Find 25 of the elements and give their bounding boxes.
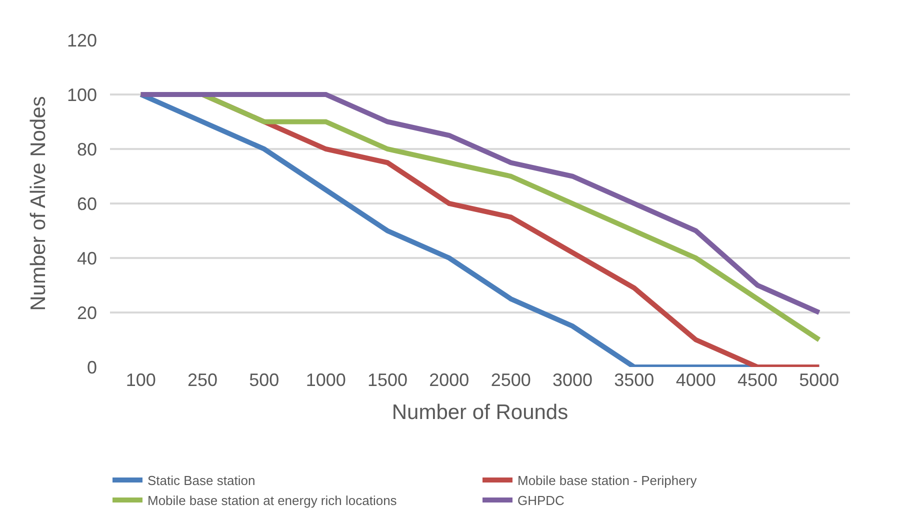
- x-tick-label: 3000: [552, 370, 593, 390]
- x-tick-label: 5000: [799, 370, 840, 390]
- y-tick-label: 20: [76, 302, 97, 323]
- y-axis-title: Number of Alive Nodes: [27, 96, 50, 311]
- legend-label: Static Base station: [148, 473, 256, 488]
- x-tick-label: 1500: [367, 370, 408, 390]
- legend-label: Mobile base station at energy rich locations: [148, 493, 398, 508]
- legend-label: GHPDC: [518, 493, 564, 508]
- x-tick-label: 1000: [306, 370, 346, 390]
- y-tick-label: 80: [76, 139, 97, 160]
- y-tick-label: 40: [76, 248, 97, 268]
- y-tick-label: 0: [86, 357, 97, 378]
- x-tick-label: 500: [249, 370, 280, 390]
- x-tick-label: 100: [126, 370, 156, 390]
- x-tick-label: 2500: [490, 370, 531, 390]
- x-tick-label: 3500: [614, 370, 654, 390]
- y-tick-label: 120: [66, 30, 97, 50]
- x-tick-label: 4500: [737, 370, 778, 390]
- x-axis-title: Number of Rounds: [392, 401, 568, 424]
- y-tick-label: 100: [66, 84, 97, 105]
- y-tick-label: 60: [76, 194, 97, 214]
- x-tick-label: 4000: [676, 370, 716, 390]
- x-tick-label: 250: [187, 370, 218, 390]
- legend-label: Mobile base station - Periphery: [518, 473, 698, 488]
- x-tick-label: 2000: [429, 370, 470, 390]
